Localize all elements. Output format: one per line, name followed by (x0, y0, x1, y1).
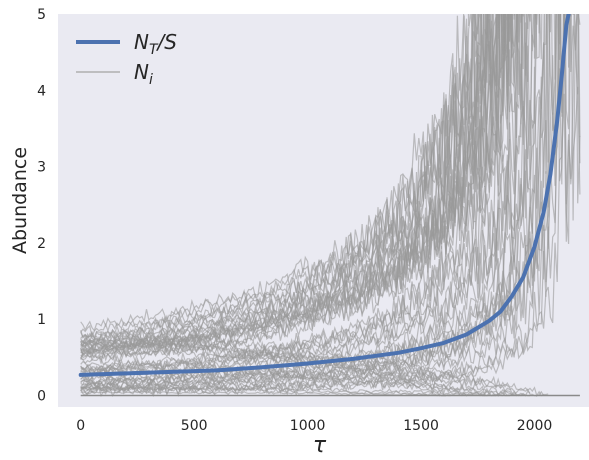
individual-line (80, 14, 498, 366)
legend-label: Ni (134, 60, 153, 88)
y-tick-label: 1 (37, 312, 46, 328)
y-tick-label: 2 (37, 236, 46, 252)
individual-line (80, 14, 565, 390)
x-axis-label: τ (313, 433, 327, 458)
individual-line (80, 14, 506, 346)
individual-abundance-lines (80, 14, 581, 398)
individual-line (80, 14, 581, 395)
individual-line (80, 14, 524, 354)
x-tick-label: 1500 (403, 418, 439, 434)
individual-line (80, 14, 515, 332)
legend-label: NT/S (134, 30, 177, 58)
y-tick-label: 4 (37, 83, 46, 99)
individual-line (80, 14, 538, 355)
x-tick-label: 1000 (290, 418, 326, 434)
mean-line (78, 14, 571, 377)
x-tick-label: 0 (76, 418, 85, 434)
y-axis-label: Abundance (9, 147, 31, 254)
individual-line (80, 14, 581, 395)
y-tick-label: 5 (37, 7, 46, 23)
individual-line (80, 14, 520, 356)
y-tick-label: 0 (37, 389, 46, 405)
y-tick-label: 3 (37, 160, 46, 176)
y-tick-labels: 0 1 2 3 4 5 (37, 7, 46, 405)
x-tick-label: 2000 (517, 418, 553, 434)
individual-line (80, 14, 515, 360)
individual-line (80, 14, 479, 344)
mean-abundance-line (78, 14, 571, 377)
x-tick-labels: 0 500 1000 1500 2000 (76, 418, 552, 434)
individual-line (80, 14, 581, 395)
x-tick-label: 500 (181, 418, 208, 434)
individual-line (80, 14, 572, 392)
legend: NT/SNi (76, 30, 177, 88)
